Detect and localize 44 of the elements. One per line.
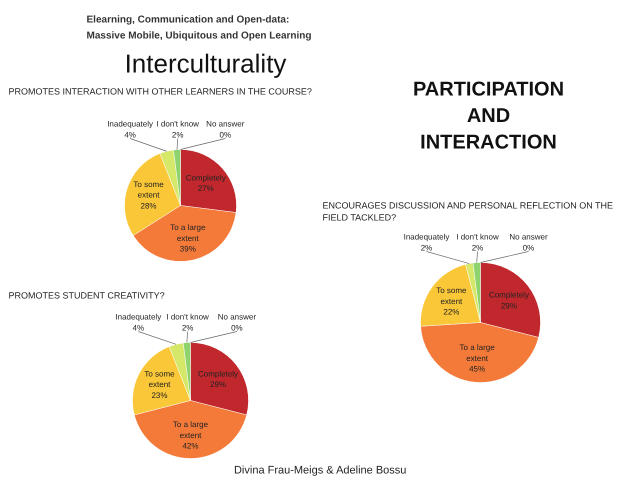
data-label: 42%	[182, 442, 199, 451]
slice-label: To some extent	[133, 180, 164, 200]
data-label: 28%	[140, 201, 157, 210]
text: Interculturality	[124, 48, 286, 78]
data-label: 29%	[210, 380, 226, 390]
slice-label: To some extent	[144, 369, 176, 390]
slice-label: I don't know	[156, 120, 200, 129]
data-label: 2%	[172, 130, 184, 140]
slice-label: To some extent	[436, 286, 468, 306]
data-label: 23%	[151, 391, 168, 400]
data-label: 45%	[469, 364, 486, 374]
text: PARTICIPATION AND INTERACTION	[412, 78, 564, 154]
slice-label: I don't know	[166, 312, 210, 322]
data-label: 2%	[182, 323, 194, 332]
category-label: No answer	[218, 312, 256, 322]
data-label: 2%	[420, 243, 432, 252]
slice-label: I don't know	[456, 232, 499, 242]
slice-label: Inadequately	[107, 120, 154, 129]
category-label: No answer	[509, 232, 548, 242]
data-label: 2%	[472, 243, 484, 252]
chart-title: PROMOTES STUDENT CREATIVITY?	[8, 290, 165, 300]
text: 0%	[220, 130, 232, 140]
text: Massive Mobile, Ubiquitous and Open Learning	[86, 30, 312, 42]
data-label: 4%	[132, 323, 144, 332]
text: Elearning, Communication and Open-data:	[86, 14, 290, 26]
text: 0%	[231, 323, 243, 332]
slice-label: Completely	[186, 173, 226, 182]
text: 0%	[522, 243, 534, 252]
data-label: 4%	[124, 130, 136, 140]
slice-label: To a large extent	[460, 343, 496, 363]
category-label: No answer	[206, 120, 244, 129]
slice-label: Completely	[198, 369, 238, 378]
data-label: 29%	[500, 301, 517, 310]
data-label: 22%	[443, 308, 460, 317]
chart-title: PROMOTES INTERACTION WITH OTHER LEARNERS IN THE COURSE?	[8, 86, 312, 96]
slice-label: Inadequately	[115, 312, 162, 322]
chart-title: ENCOURAGES DISCUSSION AND PERSONAL REFLECTION ON THE FIELD TACKLED?	[322, 200, 614, 222]
slice-label: To a large extent	[172, 420, 209, 440]
text: Divina Frau-Meigs & Adeline Bossu	[234, 464, 406, 476]
slice-label: Inadequately	[404, 232, 450, 242]
data-label: 39%	[180, 244, 196, 254]
slice-label: Completely	[488, 290, 529, 300]
slice-label: To a large extent	[170, 222, 206, 243]
data-label: 27%	[198, 184, 214, 194]
